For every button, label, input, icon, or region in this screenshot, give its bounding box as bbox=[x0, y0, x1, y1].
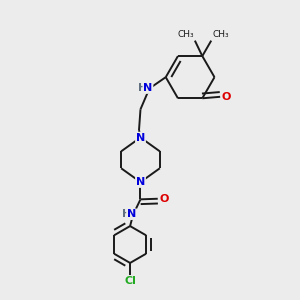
Text: CH₃: CH₃ bbox=[177, 30, 194, 39]
Text: H: H bbox=[122, 209, 131, 219]
Text: N: N bbox=[136, 177, 145, 187]
Text: H: H bbox=[138, 83, 148, 93]
Text: CH₃: CH₃ bbox=[212, 30, 229, 39]
Text: O: O bbox=[160, 194, 169, 204]
Text: N: N bbox=[143, 83, 152, 93]
Text: N: N bbox=[127, 209, 136, 219]
Text: O: O bbox=[222, 92, 231, 102]
Text: N: N bbox=[136, 133, 145, 142]
Text: Cl: Cl bbox=[124, 276, 136, 286]
